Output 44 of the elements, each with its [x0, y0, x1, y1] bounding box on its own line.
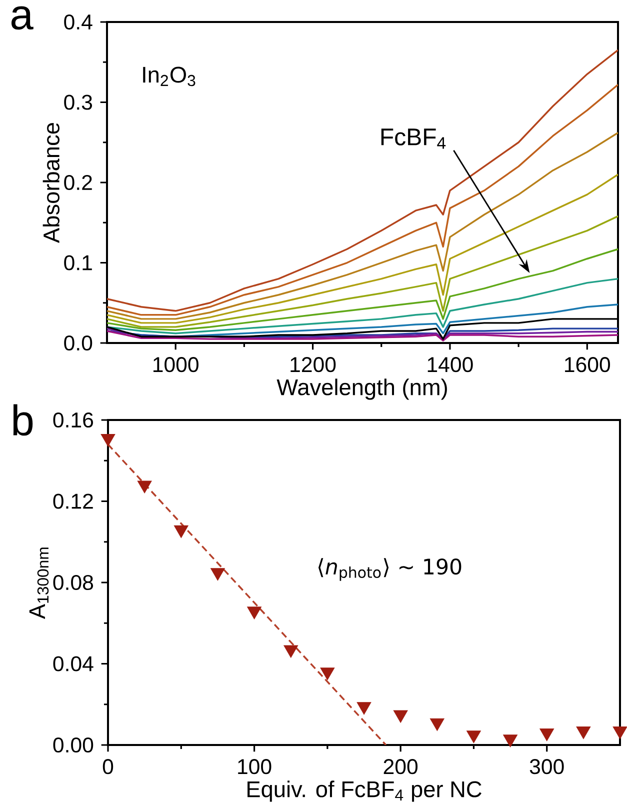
- point: [320, 668, 335, 680]
- y-tick-label: 0.12: [53, 494, 93, 509]
- point: [393, 710, 408, 723]
- x-tick-label: 300: [530, 759, 564, 774]
- y-axis-title: Absorbance: [42, 123, 60, 243]
- annotation: ⟨n$_{photo}$⟩ ~ 190: [318, 558, 462, 581]
- x-tick-label: 100: [238, 759, 272, 774]
- y-tick-label: 0.3: [64, 94, 92, 110]
- x-tick-label: 200: [384, 759, 418, 774]
- point: [210, 568, 225, 581]
- y-tick-label: 0.1: [64, 255, 92, 270]
- y-tick-label: 0.08: [53, 574, 94, 590]
- x-axis-title: Wavelength (nm): [276, 378, 447, 400]
- x-axis-title: Equiv. of FcBF$_{4}$ per NC: [248, 780, 482, 802]
- annotation: In$_{2}$O$_{3}$: [143, 66, 196, 86]
- line-series: [107, 278, 618, 334]
- x-tick-label: 0: [102, 759, 114, 774]
- text: a: [12, 6, 34, 30]
- point: [356, 702, 372, 715]
- point: [247, 606, 262, 620]
- point: [174, 525, 188, 538]
- x-tick-label: 1000: [154, 357, 198, 372]
- y-tick-label: 0.0: [64, 335, 92, 351]
- point: [466, 730, 481, 744]
- point: [576, 726, 591, 740]
- point: [100, 434, 116, 447]
- point: [540, 728, 554, 742]
- x-tick-label: 1200: [290, 357, 336, 372]
- line-series: [107, 248, 618, 332]
- x-tick-label: 1600: [565, 357, 610, 372]
- y-axis-title: A$_{1300nm}$: [29, 548, 49, 620]
- y-tick-label: 0.16: [53, 412, 94, 428]
- point: [430, 718, 444, 731]
- x-tick-label: 1400: [428, 357, 473, 372]
- annotation: FcBF$_{4}$: [381, 128, 446, 149]
- y-tick-label: 0.4: [64, 14, 92, 30]
- y-tick-label: 0.2: [64, 174, 92, 190]
- point: [137, 480, 152, 494]
- text: b: [13, 404, 33, 436]
- point: [284, 645, 298, 658]
- y-tick-label: 0.04: [53, 656, 94, 672]
- y-tick-label: 0.00: [53, 737, 94, 753]
- line-series: [107, 215, 618, 328]
- point: [503, 734, 518, 748]
